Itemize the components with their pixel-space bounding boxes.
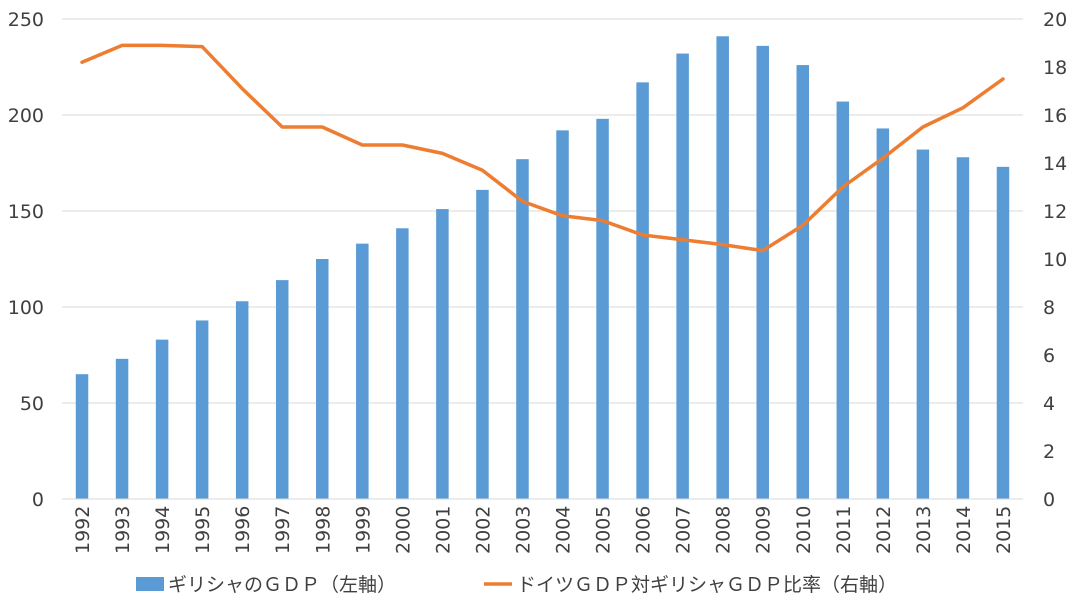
x-tick-1993: 1993 (112, 506, 134, 554)
bar-2004 (556, 130, 569, 500)
ratio-line (80, 43, 1005, 253)
x-tick-2003: 2003 (512, 506, 534, 554)
x-tick-2002: 2002 (472, 506, 494, 554)
x-tick-2013: 2013 (913, 506, 935, 554)
bar-2007 (676, 53, 689, 500)
bar-2000 (396, 228, 409, 499)
x-tick-2011: 2011 (833, 506, 855, 554)
bar-2003 (516, 159, 529, 499)
legend-label-ratio: ドイツＧＤＰ対ギリシャＧＤＰ比率（右軸） (517, 574, 897, 596)
y-right-tick-10: 10 (1043, 249, 1067, 271)
bar-2010 (796, 65, 810, 499)
y-left-tick-200: 200 (8, 105, 44, 127)
x-tick-2001: 2001 (432, 506, 454, 554)
x-tick-2015: 2015 (993, 506, 1015, 554)
bar-2015 (996, 166, 1010, 499)
gridlines (62, 18, 1023, 404)
x-tick-1996: 1996 (232, 506, 254, 554)
y-right-tick-12: 12 (1043, 201, 1067, 223)
bar-1997 (275, 280, 289, 499)
y-right-tick-4: 4 (1043, 393, 1055, 415)
x-tick-2008: 2008 (713, 506, 735, 554)
bar-1993 (115, 358, 129, 499)
y-right-tick-18: 18 (1043, 57, 1067, 79)
x-tick-1994: 1994 (152, 506, 174, 554)
bar-2013 (916, 149, 930, 499)
x-tick-2010: 2010 (793, 506, 815, 554)
ratio-points (82, 45, 1003, 251)
x-tick-2005: 2005 (593, 506, 615, 554)
legend-label-gdp: ギリシャのＧＤＰ（左軸） (168, 574, 396, 596)
legend: ギリシャのＧＤＰ（左軸） ドイツＧＤＰ対ギリシャＧＤＰ比率（右軸） (136, 574, 897, 596)
y-left-tick-50: 50 (20, 393, 44, 415)
bar-2011 (836, 101, 850, 499)
bar-2009 (756, 45, 769, 499)
bar-1992 (75, 374, 89, 499)
bar-2005 (596, 118, 609, 499)
y-right-tick-2: 2 (1043, 441, 1055, 463)
bar-1996 (235, 301, 249, 499)
x-tick-1998: 1998 (312, 506, 334, 554)
bar-2008 (716, 36, 729, 499)
bar-2001 (436, 209, 449, 499)
x-tick-1995: 1995 (192, 506, 214, 554)
x-tick-1997: 1997 (272, 506, 294, 554)
gdp-bars (75, 36, 1010, 500)
y-left-tick-150: 150 (8, 201, 44, 223)
x-tick-2012: 2012 (873, 506, 895, 554)
bar-2006 (636, 82, 649, 500)
x-tick-2007: 2007 (673, 506, 695, 554)
bar-2014 (956, 157, 970, 500)
legend-swatch-gdp (136, 577, 164, 591)
y-right-tick-0: 0 (1043, 489, 1055, 511)
x-tick-2000: 2000 (392, 506, 414, 554)
y-right-tick-6: 6 (1043, 345, 1055, 367)
y-left-axis: 0 50 100 150 200 250 (8, 9, 44, 511)
y-left-tick-250: 250 (8, 9, 44, 31)
y-left-tick-100: 100 (8, 297, 44, 319)
bar-1994 (155, 339, 169, 499)
x-tick-2009: 2009 (753, 506, 775, 554)
y-right-axis: 0 2 4 6 8 10 12 14 16 18 20 (1043, 9, 1067, 511)
x-tick-2006: 2006 (633, 506, 655, 554)
bar-1995 (195, 320, 209, 499)
bar-2002 (476, 189, 489, 499)
bar-1999 (356, 243, 369, 499)
x-tick-2014: 2014 (953, 506, 975, 554)
x-tick-1999: 1999 (352, 506, 374, 554)
x-tick-2004: 2004 (553, 506, 575, 554)
y-right-tick-16: 16 (1043, 105, 1067, 127)
y-right-tick-20: 20 (1043, 9, 1067, 31)
y-right-tick-8: 8 (1043, 297, 1055, 319)
x-tick-1992: 1992 (72, 506, 94, 554)
bar-1998 (316, 259, 329, 499)
y-left-tick-0: 0 (32, 489, 44, 511)
bar-2012 (876, 128, 890, 499)
x-axis: 1992 1993 1994 1995 1996 1997 1998 1999 2000 2001… (72, 506, 1015, 554)
y-right-tick-14: 14 (1043, 153, 1067, 175)
